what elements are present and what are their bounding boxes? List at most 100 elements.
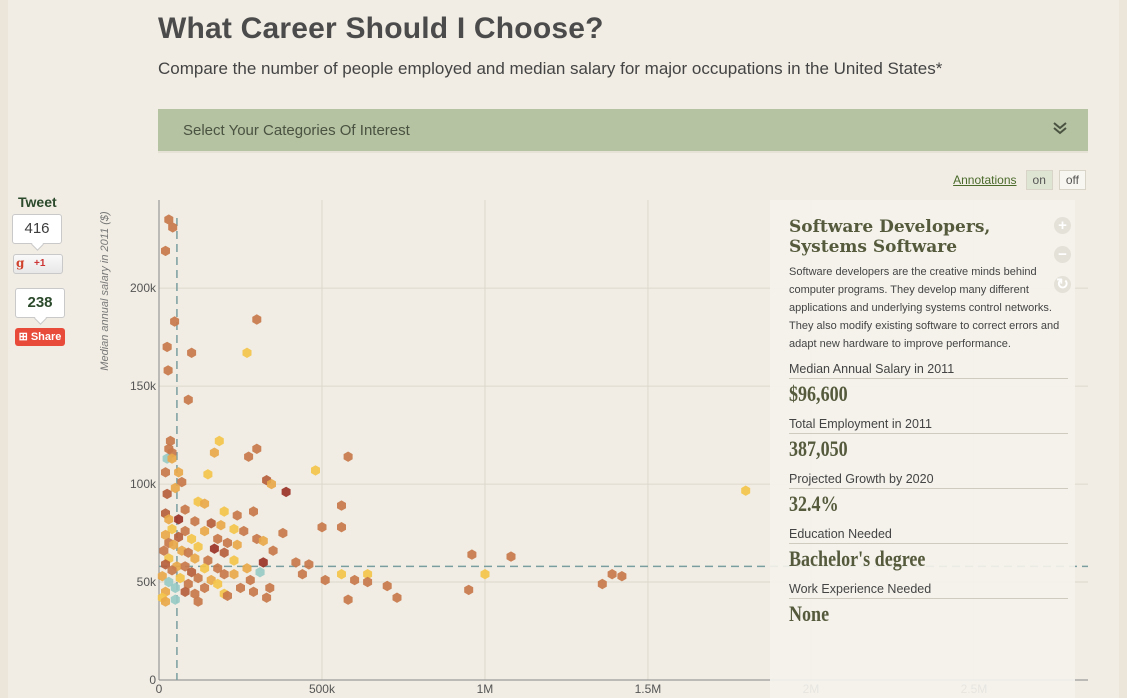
page-border-left	[0, 0, 8, 698]
data-point	[268, 545, 278, 556]
data-point	[343, 451, 353, 462]
data-point	[337, 500, 346, 511]
data-point	[258, 557, 268, 568]
data-point	[258, 535, 268, 547]
page-subtitle: Compare the number of people employed an…	[158, 59, 943, 78]
data-point	[213, 563, 223, 574]
y-tick-label: 50k	[137, 575, 157, 589]
data-point	[164, 576, 174, 588]
stat-experience: Work Experience Needed None	[789, 582, 1068, 627]
data-point	[278, 527, 288, 539]
data-point	[168, 222, 178, 233]
data-point	[464, 584, 474, 596]
data-point	[607, 569, 617, 580]
data-point	[183, 578, 193, 590]
data-point	[174, 531, 184, 543]
data-point	[291, 557, 301, 568]
data-point	[252, 443, 262, 454]
occupation-description: Software developers are the creative min…	[789, 266, 1060, 350]
data-point	[167, 565, 177, 576]
page-border-right	[1119, 0, 1127, 698]
data-point	[180, 561, 190, 572]
zoom-out-icon[interactable]: −	[1054, 246, 1071, 263]
data-point	[219, 506, 229, 517]
data-point	[206, 518, 216, 529]
stat-label: Education Needed	[789, 527, 1068, 544]
x-tick-label: 1.5M	[635, 682, 662, 696]
share-button[interactable]: ⊞ Share	[15, 328, 65, 346]
data-point	[161, 467, 170, 478]
data-point	[239, 525, 249, 537]
stat-value: 387,050	[789, 436, 848, 461]
data-point	[170, 482, 180, 494]
category-selector-label: Select Your Categories Of Interest	[183, 122, 410, 139]
data-point	[170, 582, 180, 594]
annotations-on-button[interactable]: on	[1025, 170, 1053, 190]
y-tick-label: 150k	[130, 379, 157, 393]
data-point	[267, 478, 276, 490]
data-point	[213, 578, 223, 590]
data-point	[216, 520, 226, 531]
data-point	[200, 563, 210, 574]
google-plus-button[interactable]: g +1	[13, 254, 63, 274]
data-point	[159, 545, 169, 556]
data-point	[200, 498, 210, 509]
data-point	[229, 569, 239, 580]
share-label: Share	[30, 331, 62, 343]
data-point	[177, 476, 187, 488]
data-point	[209, 447, 219, 458]
share-count-value: 238	[27, 294, 53, 311]
data-point	[162, 341, 172, 353]
data-point	[200, 525, 210, 537]
data-point	[164, 214, 174, 225]
stat-label: Total Employment in 2011	[789, 417, 1068, 434]
data-point	[232, 539, 242, 550]
data-point	[317, 522, 327, 533]
data-point	[265, 582, 275, 594]
data-point	[190, 516, 200, 527]
stat-value: 32.4%	[789, 491, 839, 516]
data-point	[382, 580, 392, 592]
zoom-in-icon[interactable]: +	[1054, 217, 1071, 234]
data-point	[157, 571, 167, 582]
data-point	[222, 537, 232, 549]
reset-icon[interactable]: ↻	[1054, 276, 1071, 293]
data-point	[180, 525, 190, 537]
page-title: What Career Should I Choose?	[158, 12, 604, 45]
data-point	[162, 488, 172, 500]
chevron-double-down-icon[interactable]	[1052, 120, 1068, 136]
y-tick-label: 200k	[130, 281, 157, 295]
data-point	[311, 465, 320, 476]
category-selector[interactable]: Select Your Categories Of Interest	[158, 109, 1088, 153]
data-point	[363, 576, 373, 588]
data-point	[219, 547, 229, 558]
data-point	[219, 569, 229, 580]
data-point	[245, 574, 255, 586]
data-point	[597, 578, 607, 590]
data-point	[170, 316, 180, 327]
data-point	[161, 596, 170, 607]
data-point	[392, 592, 402, 603]
annotations-off-button[interactable]: off	[1058, 170, 1086, 190]
data-point	[222, 590, 232, 601]
data-point	[203, 555, 213, 566]
tweet-button[interactable]: Tweet	[18, 194, 57, 210]
data-point	[337, 569, 346, 580]
data-point	[193, 596, 203, 607]
google-plus-icon: g	[16, 256, 25, 270]
google-plus-label: +1	[34, 258, 46, 269]
stat-label: Projected Growth by 2020	[789, 472, 1068, 489]
data-point	[167, 523, 177, 535]
stat-total-employment: Total Employment in 2011 387,050	[789, 417, 1068, 462]
data-point	[320, 574, 330, 586]
annotations-link[interactable]: Annotations	[953, 173, 1017, 187]
data-point	[167, 453, 177, 464]
data-point	[190, 588, 200, 599]
data-point	[229, 523, 239, 535]
data-point	[193, 572, 203, 584]
data-point	[252, 314, 262, 325]
data-point	[174, 467, 184, 478]
data-point	[187, 347, 197, 358]
y-tick-label: 100k	[130, 477, 157, 491]
